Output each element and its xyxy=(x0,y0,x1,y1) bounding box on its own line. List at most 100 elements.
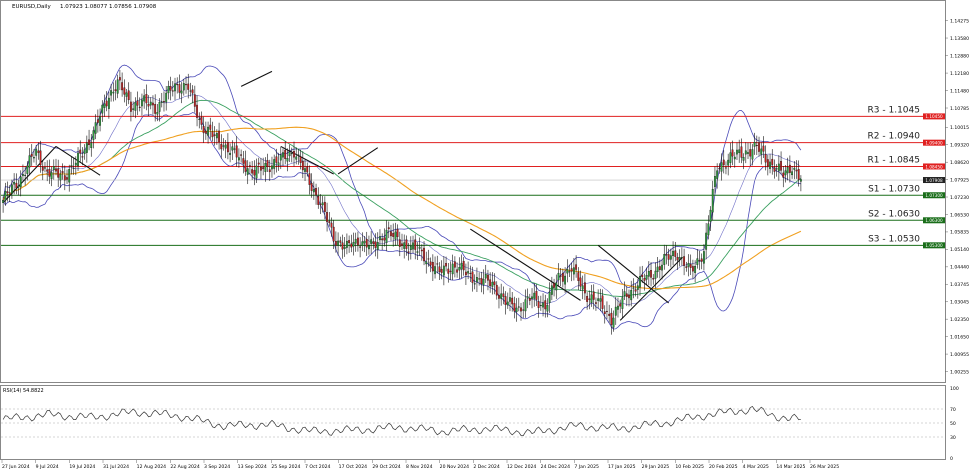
candle-up xyxy=(476,277,478,283)
candle-down xyxy=(722,159,725,166)
candle-up xyxy=(617,305,619,310)
candle-down xyxy=(456,269,459,273)
candle-down xyxy=(544,300,547,310)
x-tick-label: 17 Oct 2024 xyxy=(339,464,367,470)
candle-up xyxy=(599,298,602,302)
candle-down xyxy=(511,297,514,305)
candle-up xyxy=(52,166,55,171)
candle-up xyxy=(237,157,240,161)
candle-up xyxy=(736,149,738,155)
candle-down xyxy=(469,272,472,274)
candle-up xyxy=(568,271,571,273)
y-tick-label: 1.01650 xyxy=(950,334,969,340)
candle-up xyxy=(132,108,135,110)
y-tick-label: 1.12180 xyxy=(950,71,969,77)
candle-down xyxy=(334,241,337,246)
candle-down xyxy=(350,243,353,248)
candle-down xyxy=(601,295,604,309)
candle-down xyxy=(583,282,586,294)
candle-down xyxy=(242,158,245,164)
candle-up xyxy=(548,292,551,303)
candle-down xyxy=(381,238,384,241)
y-tick-label: 1.10785 xyxy=(950,106,969,112)
candle-down xyxy=(595,302,597,304)
candle-down xyxy=(495,284,498,296)
candle-down xyxy=(317,196,320,205)
x-tick-label: 31 Jul 2024 xyxy=(103,464,129,470)
y-tick-label: 1.03745 xyxy=(950,282,969,288)
candle-down xyxy=(319,203,322,205)
candle-down xyxy=(493,281,496,285)
candle-down xyxy=(209,124,212,130)
x-tick-label: 25 Sep 2024 xyxy=(271,464,300,470)
candle-down xyxy=(326,212,328,222)
candle-down xyxy=(427,258,430,260)
candle-down xyxy=(396,228,399,237)
candle-up xyxy=(74,162,77,166)
candle-up xyxy=(28,155,31,168)
candle-up xyxy=(167,86,170,94)
candle-down xyxy=(235,145,238,158)
candle-up xyxy=(231,146,234,151)
candle-up xyxy=(273,159,276,169)
candle-down xyxy=(46,169,49,172)
candle-down xyxy=(185,84,187,86)
candle-up xyxy=(744,150,747,155)
candle-down xyxy=(405,239,408,249)
candle-down xyxy=(579,277,582,287)
candle-up xyxy=(500,293,503,299)
candle-up xyxy=(24,174,27,176)
level-label: S2 - 1.0630 xyxy=(868,209,920,219)
candle-down xyxy=(121,82,124,91)
candle-up xyxy=(639,276,641,288)
candle-down xyxy=(683,256,686,266)
candle-down xyxy=(147,104,150,107)
candle-down xyxy=(650,270,652,278)
candle-up xyxy=(747,152,749,154)
candle-down xyxy=(487,274,489,281)
level-price-tag-text: 1.10450 xyxy=(925,114,943,119)
candle-down xyxy=(755,145,758,147)
y-tick-label: 1.12880 xyxy=(950,53,969,59)
candle-up xyxy=(531,296,533,300)
y-tick-label: 1.08620 xyxy=(950,160,969,166)
candle-up xyxy=(354,238,357,244)
candle-up xyxy=(458,267,461,271)
candle-down xyxy=(348,240,351,244)
candle-down xyxy=(114,89,117,92)
candle-down xyxy=(226,142,229,153)
candle-down xyxy=(341,242,344,250)
candle-up xyxy=(160,101,163,103)
y-tick-label: 1.13580 xyxy=(950,36,969,42)
candle-up xyxy=(716,170,719,179)
candle-up xyxy=(22,174,24,176)
candle-down xyxy=(771,158,774,165)
candle-down xyxy=(308,173,311,185)
level-label: S1 - 1.0730 xyxy=(868,184,920,194)
candle-up xyxy=(564,275,567,285)
candle-down xyxy=(795,169,798,172)
y-tick-label: 1.09320 xyxy=(950,142,969,148)
candle-down xyxy=(251,169,254,174)
candle-down xyxy=(130,101,132,112)
candle-up xyxy=(207,126,209,136)
candle-up xyxy=(101,104,104,114)
rsi-tick-label: 70 xyxy=(950,407,956,413)
candle-down xyxy=(310,183,313,191)
candle-down xyxy=(700,258,703,262)
candle-down xyxy=(561,273,564,282)
candle-up xyxy=(632,287,635,289)
candle-up xyxy=(714,176,716,187)
trend-line xyxy=(597,244,670,304)
candle-down xyxy=(520,307,522,312)
x-tick-label: 20 Feb 2025 xyxy=(709,464,738,470)
candle-down xyxy=(169,86,172,91)
candle-up xyxy=(760,148,763,155)
candle-up xyxy=(669,255,672,260)
y-tick-label: 1.00955 xyxy=(950,352,969,358)
x-tick-label: 4 Mar 2025 xyxy=(743,464,769,470)
candle-down xyxy=(240,154,243,156)
candle-down xyxy=(740,146,743,158)
candle-down xyxy=(780,161,782,171)
